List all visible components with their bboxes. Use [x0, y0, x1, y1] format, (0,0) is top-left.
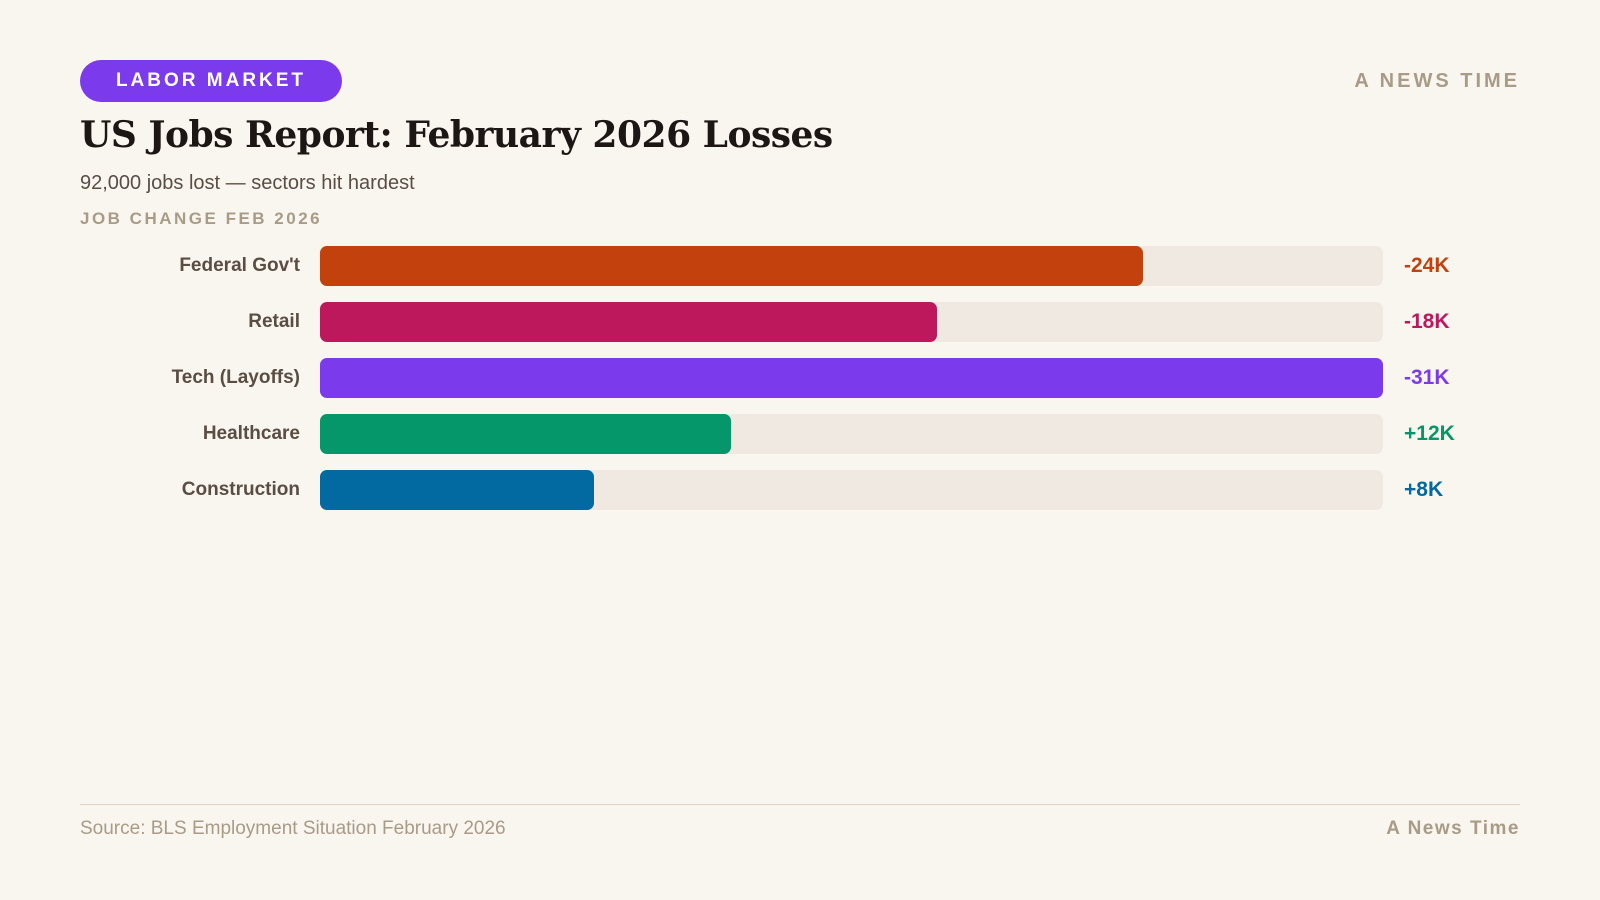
bar-label: Tech (Layoffs): [171, 367, 300, 388]
bar: [320, 246, 1143, 286]
bar: [320, 302, 938, 342]
brand-logo-text: A NEWS TIME: [1354, 70, 1520, 92]
bar-value-label: -18K: [1404, 310, 1450, 333]
chart-title: JOB CHANGE FEB 2026: [80, 209, 323, 228]
bar-row: Construction +8K: [0, 470, 1600, 510]
bar-value-label: -31K: [1404, 366, 1450, 389]
bar: [320, 414, 732, 454]
subtitle: 92,000 jobs lost — sectors hit hardest: [80, 172, 415, 194]
bar-value-label: -24K: [1404, 254, 1450, 277]
bar: [320, 358, 1383, 398]
bar-track: [320, 358, 1383, 398]
page-title: US Jobs Report: February 2026 Losses: [80, 114, 833, 156]
bar-label: Federal Gov't: [179, 255, 300, 276]
bar-value-label: +8K: [1404, 478, 1444, 501]
bar-label: Healthcare: [202, 423, 300, 444]
bar-label: Construction: [181, 479, 300, 500]
bar-row: Tech (Layoffs) -31K: [0, 358, 1600, 398]
bar-row: Retail -18K: [0, 302, 1600, 342]
category-tag: LABOR MARKET: [80, 60, 342, 102]
footer-divider: [80, 804, 1520, 805]
source-note: Source: BLS Employment Situation Februar…: [80, 818, 506, 839]
bar-track: [320, 414, 1383, 454]
bar-value-label: +12K: [1404, 422, 1455, 445]
bar-row: Federal Gov't -24K: [0, 246, 1600, 286]
bar-row: Healthcare +12K: [0, 414, 1600, 454]
bar-label: Retail: [248, 311, 300, 332]
bar: [320, 470, 595, 510]
bar-track: [320, 302, 1383, 342]
bar-track: [320, 470, 1383, 510]
bar-track: [320, 246, 1383, 286]
footer-brand: A News Time: [1386, 818, 1520, 839]
